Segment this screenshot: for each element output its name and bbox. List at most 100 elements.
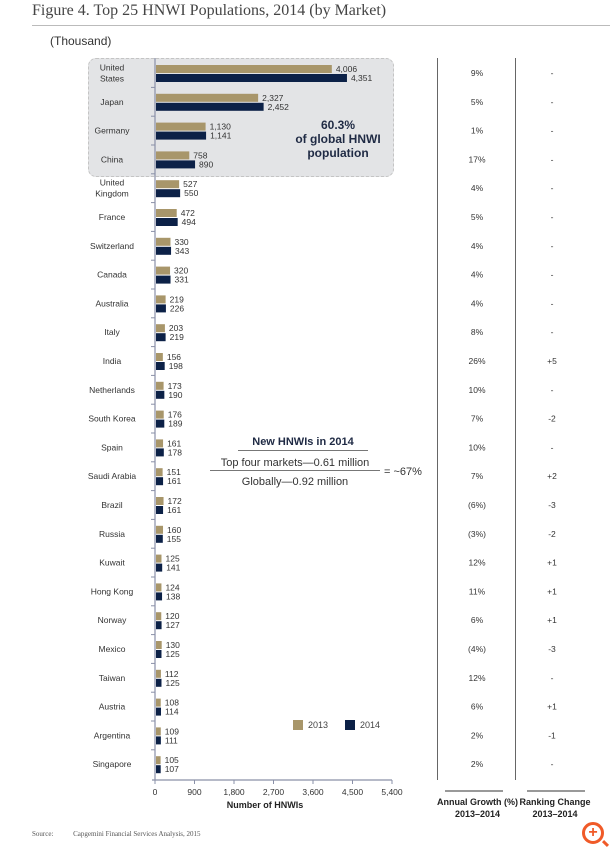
category-label: Australia [95, 298, 128, 308]
bar-2013 [156, 497, 164, 505]
category-label: Italy [104, 327, 120, 337]
category-label: Spain [101, 442, 123, 452]
category-label: United [100, 63, 125, 73]
annual-growth-value: (6%) [468, 500, 486, 510]
data-label-2014: 198 [169, 361, 183, 371]
ranking-header-line2: 2013–2014 [532, 809, 578, 819]
x-tick-label: 2,700 [263, 787, 285, 797]
bar-2013 [156, 324, 165, 333]
ranking-change-value: - [551, 126, 554, 136]
data-label-2014: 161 [167, 505, 181, 515]
data-label-2014: 114 [165, 707, 179, 717]
data-label-2014: 141 [166, 563, 180, 573]
legend-item-2013: 2013 [293, 720, 328, 730]
category-label: Hong Kong [91, 586, 134, 596]
ranking-change-value: - [551, 759, 554, 769]
bar-2014 [156, 448, 164, 457]
annual-growth-value: 12% [468, 558, 485, 568]
category-label: Switzerland [90, 241, 134, 251]
bar-2013 [156, 698, 161, 707]
data-label-2013: 120 [165, 611, 179, 621]
bar-2013 [156, 641, 162, 649]
data-label-2013: 151 [167, 467, 181, 477]
growth-header-line2: 2013–2014 [454, 809, 501, 819]
growth-header: Annual Growth (%) 2013–2014 [430, 796, 525, 820]
bar-2014 [156, 189, 181, 198]
category-label: Netherlands [89, 385, 135, 395]
data-label-2013: 4,006 [336, 64, 358, 74]
bar-2013 [156, 439, 164, 448]
data-label-2014: 550 [184, 188, 198, 198]
annual-growth-value: 10% [468, 442, 485, 452]
bar-2013 [156, 353, 163, 361]
data-label-2013: 320 [174, 266, 188, 276]
ranking-change-value: +5 [547, 356, 557, 366]
bar-2014 [156, 707, 162, 716]
annual-growth-value: (4%) [468, 644, 486, 654]
annual-growth-value: 4% [471, 270, 484, 280]
annual-growth-value: 6% [471, 702, 484, 712]
data-label-2014: 331 [175, 275, 189, 285]
bar-2013 [156, 122, 206, 131]
ranking-change-value: - [551, 97, 554, 107]
data-label-2014: 125 [165, 678, 179, 688]
data-label-2013: 758 [193, 150, 207, 160]
category-label: Singapore [93, 759, 132, 769]
annual-growth-value: 1% [471, 126, 484, 136]
data-label-2013: 112 [165, 669, 179, 679]
category-label: Mexico [99, 644, 126, 654]
ranking-change-value: +1 [547, 702, 557, 712]
bar-2014 [156, 506, 164, 514]
ranking-change-value: - [551, 212, 554, 222]
ranking-change-value: - [551, 241, 554, 251]
bar-2014 [156, 218, 178, 226]
data-label-2014: 1,141 [210, 131, 232, 141]
ranking-change-value: - [551, 673, 554, 683]
category-label: Kingdom [95, 189, 129, 199]
data-label-2014: 138 [166, 591, 180, 601]
unit-label: (Thousand) [50, 34, 112, 48]
bar-2014 [156, 678, 162, 687]
bar-2014 [156, 419, 165, 428]
bar-2013 [156, 180, 180, 189]
data-label-2014: 343 [175, 246, 189, 256]
data-label-2014: 161 [167, 476, 181, 486]
data-label-2014: 155 [167, 534, 181, 544]
x-tick-label: 4,500 [342, 787, 364, 797]
category-label: Brazil [101, 500, 122, 510]
data-label-2014: 111 [165, 735, 178, 745]
bar-2014 [156, 102, 264, 111]
category-label: Kuwait [99, 558, 125, 568]
ranking-column-divider [515, 58, 516, 780]
annual-growth-value: 5% [471, 212, 484, 222]
data-label-2014: 890 [199, 159, 213, 169]
annual-growth-value: 17% [468, 154, 485, 164]
zoom-in-icon[interactable]: + [582, 822, 604, 844]
data-label-2014: 127 [166, 620, 180, 630]
annual-growth-value: (3%) [468, 529, 486, 539]
annual-growth-value: 4% [471, 298, 484, 308]
annotation-result: = ~67% [384, 466, 422, 478]
data-label-2013: 160 [167, 525, 181, 535]
bar-2013 [156, 381, 164, 390]
bar-2013 [156, 410, 164, 419]
bar-2013 [156, 756, 161, 765]
data-label-2014: 4,351 [351, 73, 373, 83]
category-label: Norway [98, 615, 128, 625]
bar-2014 [156, 563, 163, 572]
bar-2013 [156, 237, 171, 246]
data-label-2013: 156 [167, 352, 181, 362]
category-label: Argentina [94, 730, 131, 740]
bar-2013 [156, 295, 166, 304]
data-label-2013: 130 [166, 640, 180, 650]
category-label: Austria [99, 702, 126, 712]
annotation-heading: New HNWIs in 2014 [238, 436, 368, 451]
ranking-header-rule [527, 790, 585, 792]
legend-swatch-2014 [345, 720, 355, 730]
category-label: Germany [95, 126, 131, 136]
data-label-2014: 2,452 [268, 102, 290, 112]
annual-growth-value: 8% [471, 327, 484, 337]
bar-2013 [156, 554, 162, 563]
annual-growth-value: 12% [468, 673, 485, 683]
